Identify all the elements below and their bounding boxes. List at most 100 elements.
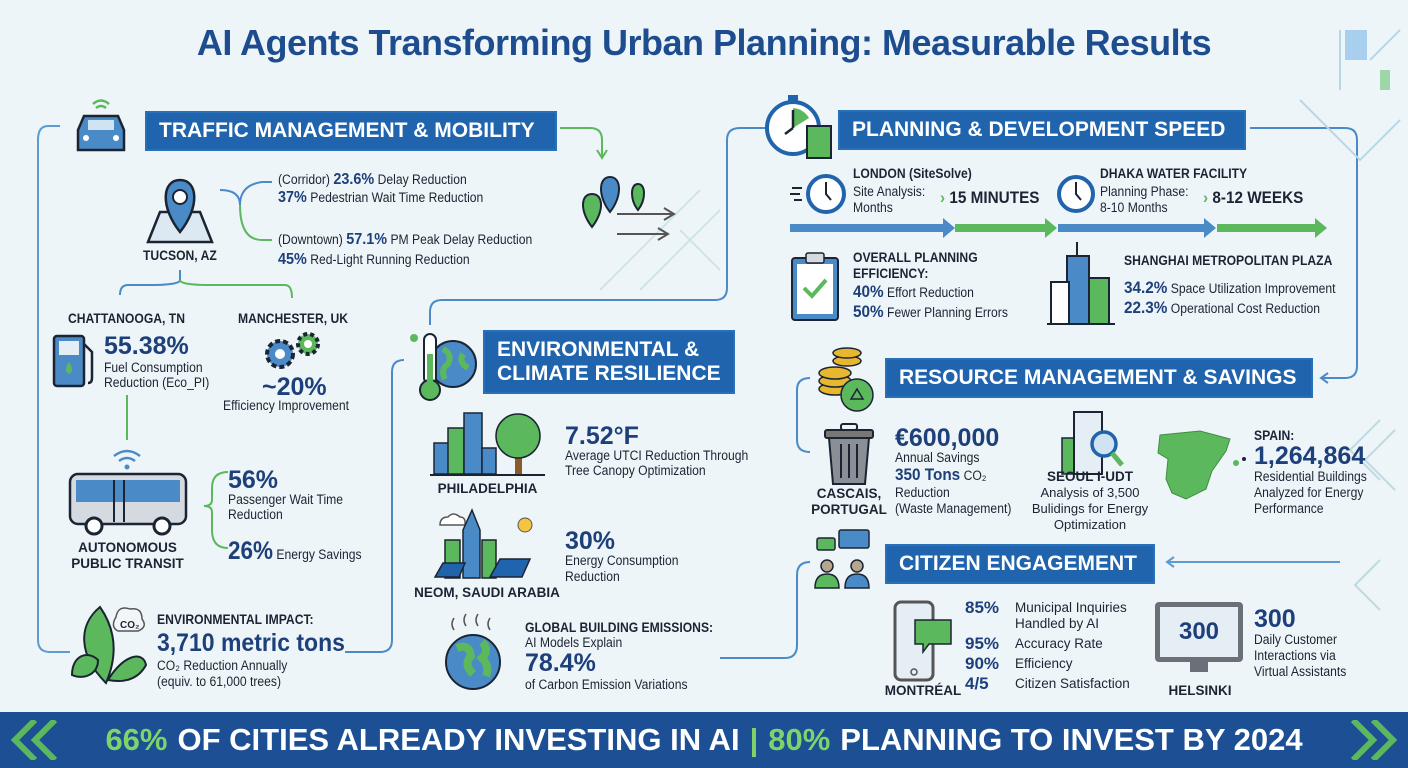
phone-chat-icon xyxy=(893,600,952,682)
chevrons-right-icon xyxy=(1350,720,1398,760)
cascais-co2-unit: CO₂ xyxy=(963,468,987,483)
london-text-1: Site Analysis: xyxy=(853,184,926,199)
philadelphia-text-2: Tree Canopy Optimization xyxy=(565,463,706,478)
chattanooga-text-2: Reduction (Eco_PI) xyxy=(104,375,210,390)
cascais-label-1: CASCAIS, xyxy=(816,486,882,501)
footer-separator: | xyxy=(749,722,759,757)
route-pins-icon xyxy=(582,175,676,241)
skyscraper-icon xyxy=(1047,242,1115,325)
environment-banner: ENVIRONMENTAL & CLIMATE RESILIENCE xyxy=(483,330,735,395)
neom-text-1: Energy Consumption xyxy=(565,553,679,568)
coins-recycle-icon xyxy=(818,347,874,412)
fuel-pump-icon xyxy=(52,334,94,388)
effort-text: Effort Reduction xyxy=(887,285,974,300)
chevron-right-icon: › xyxy=(940,188,946,207)
seoul-text-2: Bulidings for Energy xyxy=(1031,501,1149,516)
resource-banner: RESOURCE MANAGEMENT & SAVINGS xyxy=(885,358,1313,399)
traffic-banner: TRAFFIC MANAGEMENT & MOBILITY xyxy=(145,111,557,152)
footer-value-1: 66% xyxy=(105,722,168,757)
stopwatch-building-icon xyxy=(765,95,832,159)
helsinki-text-2: Interactions via xyxy=(1254,648,1336,663)
thermometer-globe-icon xyxy=(410,333,477,401)
page-title: AI Agents Transforming Urban Planning: M… xyxy=(196,22,1212,63)
space-text: Space Utilization Improvement xyxy=(1170,281,1336,296)
cascais-savings-text: Annual Savings xyxy=(895,450,980,465)
space-value: 34.2% xyxy=(1124,278,1168,297)
overall-heading-2: EFFICIENCY: xyxy=(853,266,929,281)
seoul-label: SEOUL I-UDT xyxy=(1046,469,1133,484)
chattanooga-label: CHATTANOOGA, TN xyxy=(68,311,185,326)
impact-heading: ENVIRONMENTAL IMPACT: xyxy=(157,612,314,627)
monitor-stand xyxy=(1190,662,1208,672)
impact-text-2: (equiv. to 61,000 trees) xyxy=(157,674,282,689)
dhaka-label: DHAKA WATER FACILITY xyxy=(1100,166,1248,181)
spain-map-icon xyxy=(1157,430,1246,500)
montreal-stats: 85% Municipal Inquiries Handled by AI 95% A… xyxy=(965,598,1130,693)
autonomous-bus-icon xyxy=(68,449,188,536)
cascais-co2-value: 350 Tons xyxy=(895,465,961,484)
philadelphia-text-1: Average UTCI Reduction Through xyxy=(565,448,749,463)
helsinki-text-3: Virtual Assistants xyxy=(1254,664,1347,679)
footer-text-1: OF CITIES ALREADY INVESTING IN AI xyxy=(177,722,740,757)
manchester-text: Efficiency Improvement xyxy=(223,398,350,413)
chevrons-left-icon xyxy=(10,720,58,760)
neom-text-2: Reduction xyxy=(565,569,620,584)
footer-value-2: 80% xyxy=(768,722,831,757)
clipboard-check-icon xyxy=(791,252,839,321)
errors-text: Fewer Planning Errors xyxy=(887,305,1008,320)
cascais-text-3: Reduction xyxy=(895,485,950,500)
transit-wait-text-2: Reduction xyxy=(228,507,283,522)
helsinki-value: 300 xyxy=(1254,605,1296,633)
planning-banner: PLANNING & DEVELOPMENT SPEED xyxy=(838,110,1246,151)
shanghai-label: SHANGHAI METROPOLITAN PLAZA xyxy=(1124,253,1333,268)
building-magnifier-icon xyxy=(1061,411,1124,475)
spain-text-1: Residential Buildings xyxy=(1254,469,1367,484)
citizen-banner: CITIZEN ENGAGEMENT xyxy=(885,544,1155,585)
spain-value: 1,264,864 xyxy=(1254,442,1366,470)
helsinki-label: HELSINKI xyxy=(1168,683,1232,698)
city-tree-icon xyxy=(430,412,545,476)
tucson-stat-3: (Downtown) 57.1% PM Peak Delay Reduction xyxy=(278,231,533,248)
global-text-1: AI Models Explain xyxy=(525,635,623,650)
global-value: 78.4% xyxy=(525,649,596,677)
clock-icon xyxy=(1057,175,1095,213)
dhaka-text-1: Planning Phase: xyxy=(1100,184,1189,199)
london-text-2: Months xyxy=(853,200,893,215)
manchester-label: MANCHESTER, UK xyxy=(238,311,349,326)
montreal-label: MONTRÉAL xyxy=(884,683,962,698)
tucson-stat-1: (Corridor) 23.6% Delay Reduction xyxy=(278,171,467,188)
london-label: LONDON (SiteSolve) xyxy=(853,166,972,181)
overall-heading-1: OVERALL PLANNING xyxy=(853,250,978,265)
neom-value: 30% xyxy=(565,527,616,555)
impact-value: 3,710 metric tons xyxy=(157,629,345,657)
chevron-right-icon: › xyxy=(1203,188,1209,207)
spain-text-3: Performance xyxy=(1254,501,1324,516)
philadelphia-value: 7.52°F xyxy=(565,422,639,450)
transit-energy-text: Energy Savings xyxy=(276,547,362,562)
cost-value: 22.3% xyxy=(1124,298,1168,317)
seoul-text-1: Analysis of 3,500 xyxy=(1040,485,1140,500)
london-result: 15 MINUTES xyxy=(949,188,1040,207)
svg-text:CO₂: CO₂ xyxy=(120,620,139,631)
transit-wait-text: Passenger Wait Time xyxy=(228,492,344,507)
seoul-text-3: Optimization xyxy=(1053,517,1127,532)
cost-text: Operational Cost Reduction xyxy=(1170,301,1321,316)
dhaka-text-2: 8-10 Months xyxy=(1100,200,1168,215)
chat-people-icon xyxy=(814,529,870,589)
spain-text-2: Analyzed for Energy xyxy=(1254,485,1364,500)
impact-text-1: CO₂ Reduction Annually xyxy=(157,658,288,673)
transit-energy-value: 26% xyxy=(228,537,274,565)
map-pin-icon xyxy=(146,178,214,244)
helsinki-text-1: Daily Customer xyxy=(1254,632,1338,647)
connected-car-icon xyxy=(76,99,126,152)
global-text-2: of Carbon Emission Variations xyxy=(525,677,688,692)
cascais-text-4: (Waste Management) xyxy=(895,501,1012,516)
neom-label: NEOM, SAUDI ARABIA xyxy=(414,585,560,600)
tucson-stat-2: 37% Pedestrian Wait Time Reduction xyxy=(278,189,484,206)
tucson-label: TUCSON, AZ xyxy=(143,248,217,263)
leaf-co2-icon: CO₂ xyxy=(70,605,148,685)
chattanooga-value: 55.38% xyxy=(104,332,189,360)
monitor-icon: 300 xyxy=(1155,602,1243,662)
warming-globe-icon xyxy=(445,613,501,690)
